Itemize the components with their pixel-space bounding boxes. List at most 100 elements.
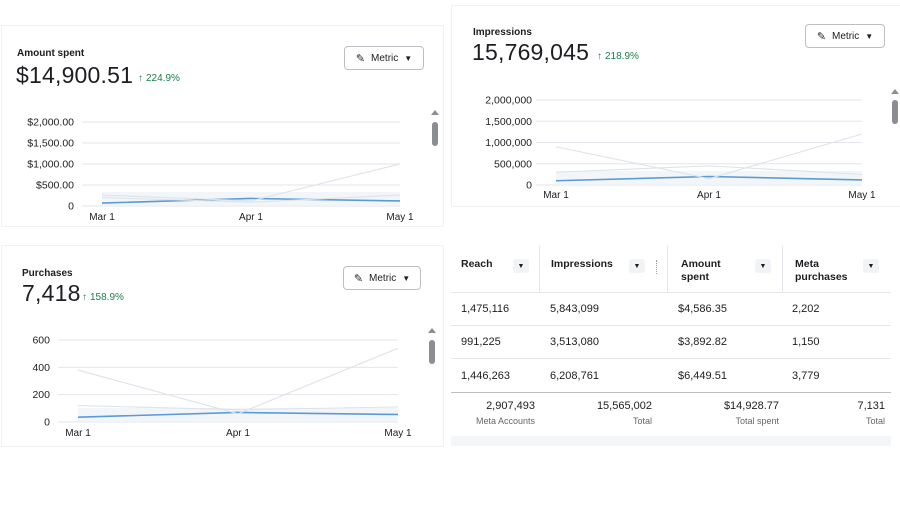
impressions-title: Impressions [473,27,532,38]
x-tick-label: Apr 1 [239,212,263,223]
x-tick-label: May 1 [848,190,876,201]
amount-spent-change-value: 224.9% [146,73,180,84]
total-value: 2,907,493 [486,400,535,412]
metric-button-label: Metric [832,30,860,42]
series-line [101,163,401,202]
series-line [555,165,863,175]
purchases-chart: 600 400 200 0 Mar 1 Apr 1 May 1 [32,335,412,440]
column-header-reach[interactable]: Reach ▼ [451,246,539,292]
y-tick-label: $500.00 [36,180,74,192]
y-tick-label: 400 [32,362,50,374]
sort-caret-icon[interactable]: ▼ [629,259,645,273]
series-band [78,408,398,422]
y-tick-label: 600 [32,335,50,347]
table-cell: 1,150 [792,336,820,348]
metric-button[interactable]: ✎ Metric ▼ [343,266,421,290]
y-tick-label: $1,000.00 [27,159,74,171]
row-divider [451,358,891,359]
amount-spent-card: Amount spent $14,900.51 ↑ 224.9% ✎ Metric… [2,26,443,226]
amount-spent-change: ↑ 224.9% [138,73,180,84]
purchases-card: Purchases 7,418 ↑ 158.9% ✎ Metric ▼ 600 40… [2,246,443,446]
y-tick-label: 500,000 [494,158,532,170]
purchases-change: ↑ 158.9% [82,292,124,303]
arrow-up-icon: ↑ [597,51,602,62]
table-cell: 2,202 [792,303,820,315]
column-header-meta-purchases[interactable]: Meta purchases ▼ [785,246,889,292]
metric-button[interactable]: ✎ Metric ▼ [805,24,885,48]
totals-divider [451,392,891,393]
amount-spent-chart: $2,000.00 $1,500.00 $1,000.00 $500.00 0 Mar 1… [27,117,414,224]
scrollbar-thumb[interactable] [432,122,438,146]
y-tick-label: $2,000.00 [27,117,74,129]
table-cell: 991,225 [461,336,501,348]
impressions-change: ↑ 218.9% [597,51,639,62]
amount-spent-value: $14,900.51 [16,62,134,88]
pencil-icon: ✎ [353,272,364,285]
table-cell: 1,446,263 [461,370,510,382]
purchases-title: Purchases [22,268,73,279]
pencil-icon: ✎ [355,52,366,65]
sort-caret-icon[interactable]: ▼ [755,259,771,273]
table-cell: 3,779 [792,370,820,382]
column-header-impressions[interactable]: Impressions ▼ [541,246,653,292]
total-value: 15,565,002 [596,400,652,412]
metric-button-label: Metric [371,52,399,64]
total-value: 7,131 [857,400,885,412]
x-tick-label: Apr 1 [697,190,721,201]
table-cell: 1,475,116 [461,303,510,315]
series-line-primary [101,197,401,204]
column-divider [667,246,668,292]
column-divider [539,246,540,292]
table-cell: $6,449.51 [678,370,727,382]
y-tick-label: 0 [44,417,50,429]
series-line [77,405,399,411]
total-value: $14,928.77 [723,400,779,412]
total-label: Total [632,416,652,426]
sort-caret-icon[interactable]: ▼ [513,259,529,273]
sort-caret-icon[interactable]: ▼ [863,259,879,273]
amount-spent-title: Amount spent [17,48,85,59]
total-label: Total spent [735,416,779,426]
chevron-down-icon: ▼ [865,31,874,41]
table-cell: 3,513,080 [550,336,599,348]
column-header-amount-spent[interactable]: Amount spent ▼ [671,246,781,292]
x-tick-label: May 1 [384,428,412,439]
scrollbar-thumb[interactable] [429,340,435,364]
y-tick-label: $1,500.00 [27,138,74,150]
series-line-primary [77,411,399,419]
column-divider [782,246,783,292]
pencil-icon: ✎ [816,30,827,43]
y-tick-label: 0 [68,201,74,213]
metric-button-label: Metric [369,272,397,284]
impressions-card: Impressions 15,769,045 ↑ 218.9% ✎ Metric … [452,6,900,206]
series-line-primary [555,175,863,182]
y-tick-label: 0 [526,180,532,192]
table-cell: $4,586.35 [678,303,727,315]
y-tick-label: 2,000,000 [485,95,532,107]
scroll-up-icon[interactable] [891,89,899,94]
impressions-value: 15,769,045 [472,39,590,65]
x-tick-label: May 1 [386,212,414,223]
y-tick-label: 1,000,000 [485,137,532,149]
purchases-change-value: 158.9% [90,292,124,303]
x-tick-label: Mar 1 [65,428,91,439]
x-tick-label: Apr 1 [226,428,250,439]
table-footer-bar [451,436,891,446]
chevron-down-icon: ▼ [402,273,411,283]
scroll-up-icon[interactable] [428,328,436,333]
impressions-change-value: 218.9% [605,51,639,62]
impressions-chart: 2,000,000 1,500,000 1,000,000 500,000 0 Mar 1… [485,95,876,202]
table-cell: 6,208,761 [550,370,599,382]
scrollbar-thumb[interactable] [892,100,898,124]
column-header-label: Reach [461,258,493,270]
column-resize-handle[interactable] [656,260,658,274]
header-divider [451,292,891,293]
chevron-down-icon: ▼ [404,53,413,63]
column-header-label: Amount spent [681,258,721,283]
x-tick-label: Mar 1 [543,190,569,201]
metric-button[interactable]: ✎ Metric ▼ [344,46,424,70]
scroll-up-icon[interactable] [431,110,439,115]
series-band [556,171,862,185]
total-label: Meta Accounts [475,416,535,426]
arrow-up-icon: ↑ [82,292,87,303]
